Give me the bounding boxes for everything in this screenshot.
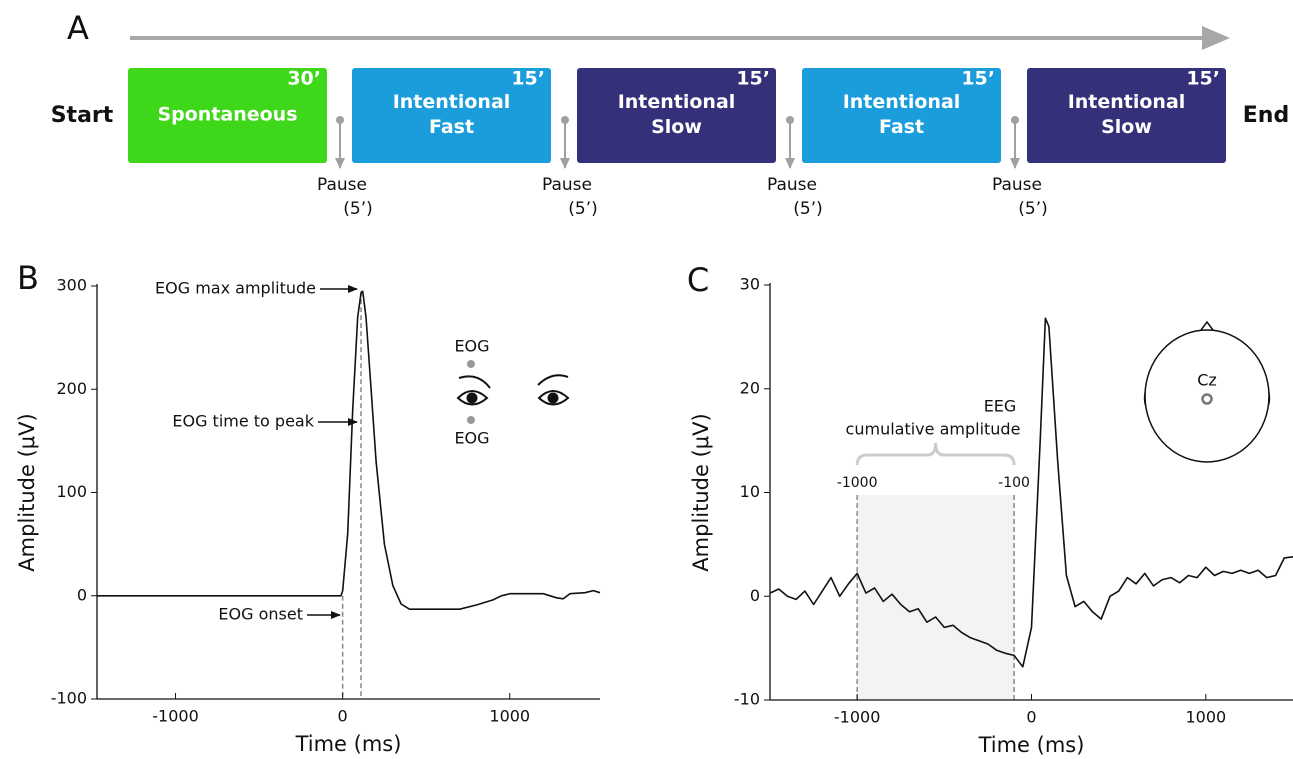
y-tick-label: 20 <box>740 378 760 397</box>
window-label: -100 <box>998 475 1030 491</box>
window-label: -1000 <box>837 475 878 491</box>
brace <box>855 442 1016 466</box>
eye-icons <box>456 360 570 424</box>
x-tick-label: -1000 <box>834 708 881 727</box>
block-label: Intentional <box>1068 91 1186 113</box>
x-axis-label: Time (ms) <box>978 733 1085 757</box>
block <box>352 68 551 163</box>
x-tick-label: 1000 <box>489 707 530 726</box>
block-duration: 30’ <box>287 68 321 90</box>
start-label: Start <box>51 103 114 128</box>
block-label: Slow <box>1101 116 1152 138</box>
block <box>128 68 327 163</box>
block <box>802 68 1001 163</box>
y-tick-label: -100 <box>51 689 87 708</box>
series-line <box>769 317 1293 668</box>
annotation: EOG onset <box>218 605 303 624</box>
y-tick-label: 100 <box>56 482 87 501</box>
head-icon <box>1143 320 1271 463</box>
block <box>577 68 776 163</box>
y-tick-label: 0 <box>77 585 87 604</box>
block-label: Slow <box>651 116 702 138</box>
x-tick-label: 0 <box>1026 708 1036 727</box>
y-tick-label: 300 <box>56 276 87 295</box>
y-tick-label: 0 <box>750 586 760 605</box>
pause-duration: (5’) <box>568 199 597 219</box>
block-label: Intentional <box>843 91 961 113</box>
y-tick-label: 200 <box>56 379 87 398</box>
y-tick-label: 10 <box>740 482 760 501</box>
pause-label: Pause <box>542 175 592 195</box>
block-duration: 15’ <box>961 68 995 90</box>
shaded-window <box>857 495 1015 700</box>
end-label: End <box>1243 103 1289 128</box>
electrode-label: EOG <box>454 337 489 356</box>
block-label: Spontaneous <box>157 104 297 126</box>
annotation: EOG max amplitude <box>155 279 316 298</box>
block-label: Intentional <box>393 91 511 113</box>
x-tick-label: 0 <box>338 707 348 726</box>
block-label: Fast <box>879 116 924 138</box>
pause-label: Pause <box>992 175 1042 195</box>
series-line <box>97 290 601 610</box>
x-tick-label: -1000 <box>152 707 199 726</box>
block-label: Fast <box>429 116 474 138</box>
panel-label: C <box>687 261 709 299</box>
timeline-arrowhead <box>1202 26 1230 50</box>
pause-duration: (5’) <box>793 199 822 219</box>
y-tick-label: -10 <box>734 690 760 709</box>
annotation: EEG <box>984 397 1017 416</box>
block <box>1027 68 1226 163</box>
pause-label: Pause <box>317 175 367 195</box>
panel-label: A <box>67 9 89 47</box>
x-axis-label: Time (ms) <box>295 732 402 756</box>
pause-duration: (5’) <box>1018 199 1047 219</box>
annotation: EOG time to peak <box>172 412 314 431</box>
x-tick-label: 1000 <box>1185 708 1226 727</box>
block-label: Intentional <box>618 91 736 113</box>
block-duration: 15’ <box>511 68 545 90</box>
electrode-label: Cz <box>1197 371 1217 390</box>
y-axis-label: Amplitude (μV) <box>689 413 713 571</box>
pause-label: Pause <box>767 175 817 195</box>
annotation: cumulative amplitude <box>846 420 1021 439</box>
y-axis-label: Amplitude (μV) <box>15 413 39 571</box>
panel-label: B <box>17 259 39 297</box>
block-duration: 15’ <box>736 68 770 90</box>
y-tick-label: 30 <box>740 275 760 294</box>
pause-duration: (5’) <box>343 199 372 219</box>
block-duration: 15’ <box>1186 68 1220 90</box>
electrode-label: EOG <box>454 429 489 448</box>
